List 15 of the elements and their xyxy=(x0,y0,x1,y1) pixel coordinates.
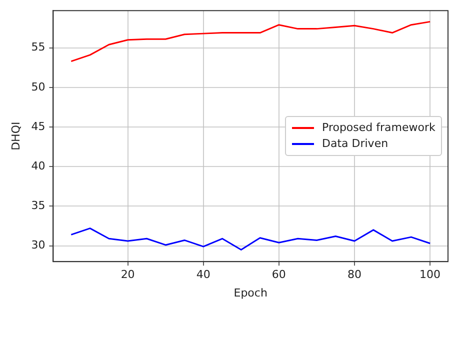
x-axis-title: Epoch xyxy=(234,286,268,300)
legend-label: Data Driven xyxy=(322,136,388,152)
x-tick-label: 80 xyxy=(347,268,362,282)
x-tick-label: 40 xyxy=(196,268,210,282)
x-tick-label: 60 xyxy=(272,268,286,282)
x-tick-label: 100 xyxy=(420,268,441,282)
y-tick-label: 35 xyxy=(31,199,46,212)
y-tick-label: 55 xyxy=(31,40,46,54)
y-tick-label: 45 xyxy=(31,120,46,133)
y-tick-label: 30 xyxy=(31,238,46,252)
y-tick-label: 40 xyxy=(31,159,46,172)
y-tick-label: 50 xyxy=(31,80,46,94)
y-axis-title: DHQI xyxy=(9,122,22,150)
x-tick-label: 20 xyxy=(120,268,135,282)
legend-label: Proposed framework xyxy=(322,120,436,136)
